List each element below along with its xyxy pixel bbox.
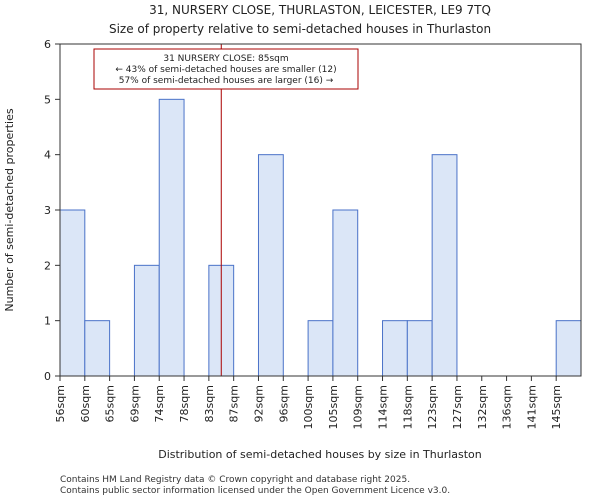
- y-tick-label-1: 1: [44, 315, 51, 328]
- annotation-line-3: 57% of semi-detached houses are larger (…: [119, 76, 334, 86]
- x-tick-label-105sqm: 105sqm: [327, 385, 340, 429]
- x-tick-label-56sqm: 56sqm: [54, 385, 67, 422]
- y-tick-label-5: 5: [44, 93, 51, 106]
- y-tick-label-0: 0: [44, 370, 51, 383]
- bar-145sqm: [555, 320, 582, 377]
- x-axis-label: Distribution of semi-detached houses by …: [158, 448, 482, 461]
- x-tick-label-141sqm: 141sqm: [525, 385, 538, 429]
- annotation-line-2: ← 43% of semi-detached houses are smalle…: [115, 65, 336, 75]
- y-axis-ticks: 0 1 2 3 4 5 6: [44, 38, 60, 383]
- x-tick-label-118sqm: 118sqm: [401, 385, 414, 429]
- x-tick-label-92sqm: 92sqm: [252, 385, 265, 422]
- x-tick-label-87sqm: 87sqm: [228, 385, 241, 422]
- x-tick-label-69sqm: 69sqm: [128, 385, 141, 422]
- y-tick-label-6: 6: [44, 38, 51, 51]
- bar-100sqm: [307, 320, 334, 377]
- x-tick-label-127sqm: 127sqm: [451, 385, 464, 429]
- y-tick-label-2: 2: [44, 259, 51, 272]
- annotation-line-1: 31 NURSERY CLOSE: 85sqm: [163, 54, 288, 64]
- x-tick-label-83sqm: 83sqm: [203, 385, 216, 422]
- x-tick-label-74sqm: 74sqm: [153, 385, 166, 422]
- x-tick-label-145sqm: 145sqm: [550, 385, 563, 429]
- bar-92sqm: [257, 154, 284, 377]
- chart-title: 31, NURSERY CLOSE, THURLASTON, LEICESTER…: [149, 3, 491, 17]
- x-tick-label-60sqm: 60sqm: [79, 385, 92, 422]
- bars-group: [59, 98, 582, 377]
- footer-line-1: Contains HM Land Registry data © Crown c…: [60, 475, 410, 485]
- bar-105sqm: [332, 209, 359, 377]
- footer-line-2: Contains public sector information licen…: [60, 486, 450, 496]
- x-tick-label-136sqm: 136sqm: [501, 385, 514, 429]
- x-tick-label-132sqm: 132sqm: [476, 385, 489, 429]
- y-tick-label-4: 4: [44, 149, 51, 162]
- y-axis-label: Number of semi-detached properties: [3, 108, 16, 311]
- bar-123sqm: [431, 154, 458, 377]
- bar-114sqm: [382, 320, 408, 377]
- x-tick-label-109sqm: 109sqm: [352, 385, 365, 429]
- x-tick-label-114sqm: 114sqm: [377, 385, 390, 429]
- x-tick-label-123sqm: 123sqm: [426, 385, 439, 429]
- x-tick-label-96sqm: 96sqm: [277, 385, 290, 422]
- x-tick-label-100sqm: 100sqm: [302, 385, 315, 429]
- chart-subtitle: Size of property relative to semi-detach…: [109, 22, 491, 36]
- bar-60sqm: [84, 320, 111, 377]
- bar-69sqm: [133, 264, 160, 377]
- annotation-box: [93, 48, 359, 90]
- x-axis-ticks: 56sqm 60sqm 65sqm 69sqm 74sqm 78sqm 83sqm 87sqm…: [54, 376, 563, 429]
- x-tick-label-65sqm: 65sqm: [104, 385, 117, 422]
- x-tick-label-78sqm: 78sqm: [178, 385, 191, 422]
- annotation-text: 31 NURSERY CLOSE: 85sqm← 43% of semi-det…: [115, 54, 336, 86]
- bar-74sqm: [158, 98, 185, 377]
- bar-118sqm: [406, 320, 433, 377]
- y-tick-label-3: 3: [44, 204, 51, 217]
- bar-56sqm: [59, 209, 86, 377]
